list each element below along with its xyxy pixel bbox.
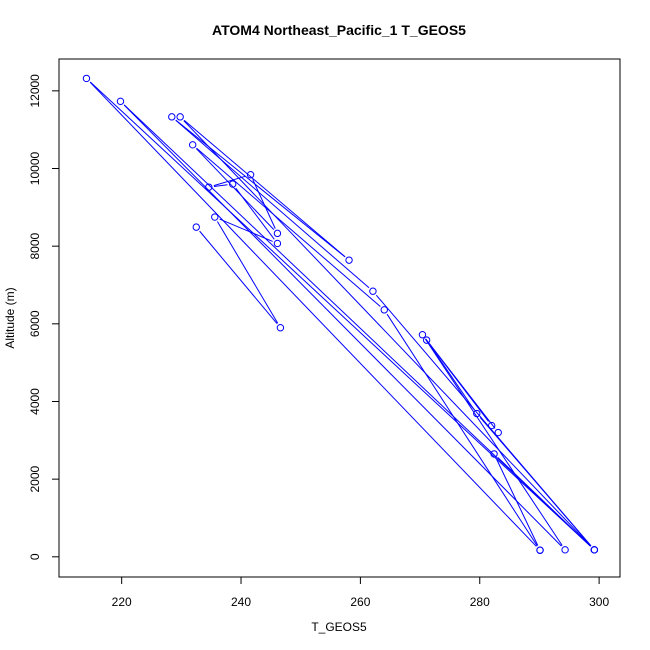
data-point bbox=[422, 336, 431, 344]
series-segment bbox=[183, 120, 592, 547]
series-segment bbox=[219, 218, 273, 242]
y-tick-label: 10000 bbox=[28, 151, 42, 185]
series-segment bbox=[213, 175, 246, 187]
x-axis: 220 240 260 280 300 bbox=[112, 576, 609, 609]
series-segment bbox=[216, 221, 279, 324]
data-point bbox=[473, 409, 481, 418]
series-segment bbox=[195, 148, 275, 230]
data-point bbox=[211, 213, 219, 221]
x-tick-label: 240 bbox=[231, 595, 251, 609]
series-segment bbox=[213, 184, 228, 187]
data-point bbox=[192, 223, 200, 231]
data-point bbox=[82, 74, 91, 83]
series-segment bbox=[429, 343, 489, 422]
series-segment bbox=[386, 313, 538, 547]
series-segment bbox=[199, 230, 278, 325]
y-axis-label: Altitude (m) bbox=[3, 287, 17, 348]
data-point bbox=[590, 546, 599, 554]
series-segment bbox=[183, 119, 346, 258]
x-axis-label: T_GEOS5 bbox=[311, 620, 367, 634]
series-segment bbox=[175, 119, 370, 289]
data-point bbox=[345, 256, 353, 264]
chart-title: ATOM4 Northeast_Pacific_1 T_GEOS5 bbox=[212, 22, 466, 38]
series-segment bbox=[429, 344, 475, 410]
data-point bbox=[380, 306, 388, 314]
data-point bbox=[536, 546, 544, 554]
y-tick-label: 6000 bbox=[28, 310, 42, 337]
x-tick-label: 220 bbox=[112, 595, 132, 609]
data-point bbox=[487, 421, 496, 430]
data-point bbox=[490, 450, 498, 458]
data-point bbox=[276, 324, 285, 332]
x-tick-label: 300 bbox=[589, 595, 609, 609]
data-point bbox=[273, 229, 282, 238]
data-point bbox=[494, 428, 502, 437]
series-segment bbox=[89, 81, 537, 547]
data-point bbox=[188, 141, 197, 149]
data-point bbox=[116, 97, 125, 106]
series-segment bbox=[123, 104, 591, 547]
y-tick-label: 8000 bbox=[28, 232, 42, 259]
y-axis: 0 2000 4000 6000 8000 10000 12000 bbox=[28, 74, 60, 560]
y-tick-label: 0 bbox=[28, 553, 42, 560]
series-segment bbox=[123, 104, 562, 547]
series-segment bbox=[495, 458, 539, 546]
series-segment bbox=[424, 338, 563, 546]
x-tick-label: 280 bbox=[470, 595, 490, 609]
data-point bbox=[418, 330, 427, 339]
series-points bbox=[82, 74, 599, 554]
series-segment bbox=[497, 457, 591, 547]
series-lines bbox=[89, 81, 592, 547]
y-tick-label: 2000 bbox=[28, 465, 42, 492]
series-segment bbox=[89, 81, 591, 547]
data-point bbox=[228, 180, 237, 188]
series-segment bbox=[196, 147, 381, 307]
data-point bbox=[273, 239, 282, 248]
x-tick-label: 260 bbox=[350, 595, 370, 609]
y-tick-label: 12000 bbox=[28, 74, 42, 108]
series-segment bbox=[479, 417, 592, 547]
data-point bbox=[369, 287, 377, 295]
data-point bbox=[205, 183, 213, 191]
y-tick-label: 4000 bbox=[28, 388, 42, 415]
data-point bbox=[246, 171, 255, 179]
data-point bbox=[561, 546, 569, 554]
data-point bbox=[176, 113, 184, 121]
data-point bbox=[168, 113, 176, 121]
series-segment bbox=[175, 119, 346, 258]
